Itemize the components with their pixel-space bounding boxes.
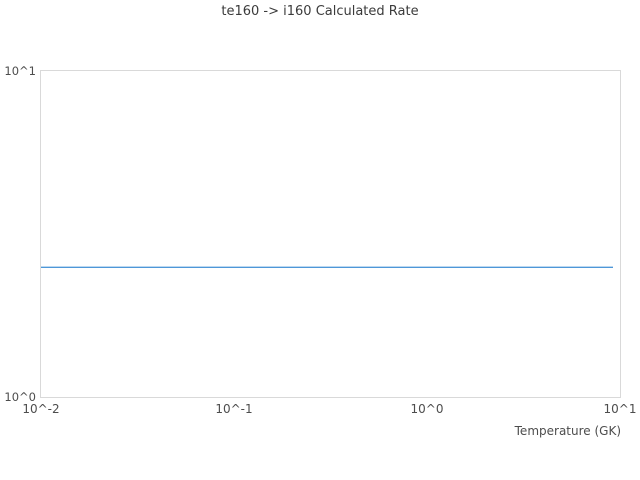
plot-area: [40, 70, 621, 398]
x-tick-label: 10^-1: [215, 402, 253, 416]
x-tick-label: 10^1: [603, 402, 637, 416]
y-tick-label: 10^1: [4, 64, 36, 78]
x-tick-label: 10^-2: [22, 402, 60, 416]
rate-line-canvas: [41, 266, 613, 269]
y-axis-tick-labels: 10^0 10^1: [0, 0, 36, 480]
x-tick-label: 10^0: [410, 402, 444, 416]
x-axis-title: Temperature (GK): [514, 424, 621, 438]
y-tick-label: 10^0: [4, 390, 36, 404]
x-axis-tick-labels: 10^-2 10^-1 10^0 10^1: [0, 402, 640, 418]
chart-title: te160 -> i160 Calculated Rate: [221, 4, 419, 19]
